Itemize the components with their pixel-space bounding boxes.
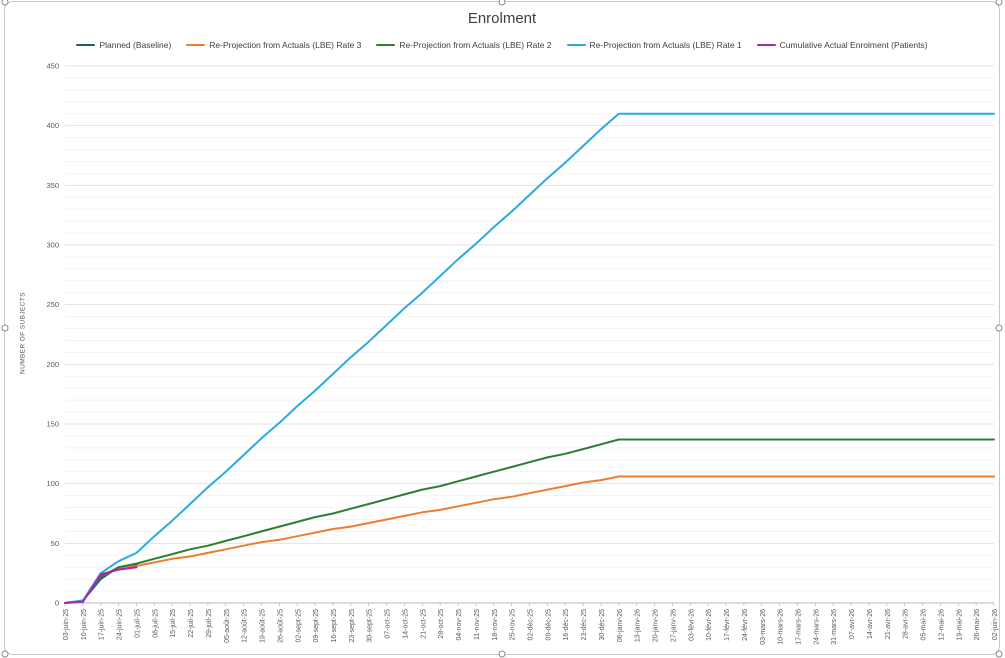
resize-handle-middle-left[interactable] xyxy=(1,324,9,332)
legend-label: Re-Projection from Actuals (LBE) Rate 3 xyxy=(209,40,362,50)
svg-text:100: 100 xyxy=(46,479,59,488)
resize-handle-bottom-middle[interactable] xyxy=(498,650,506,658)
svg-text:50: 50 xyxy=(51,539,59,548)
legend-item-rate3[interactable]: Re-Projection from Actuals (LBE) Rate 3 xyxy=(186,40,361,50)
svg-text:07-oct-25: 07-oct-25 xyxy=(385,609,392,639)
svg-text:300: 300 xyxy=(46,241,59,250)
svg-text:350: 350 xyxy=(46,181,59,190)
svg-text:25-nov-25: 25-nov-25 xyxy=(510,609,517,641)
svg-text:13-janv-26: 13-janv-26 xyxy=(635,609,642,642)
legend-item-actual[interactable]: Cumulative Actual Enrolment (Patients) xyxy=(756,40,928,50)
svg-text:10-juin-25: 10-juin-25 xyxy=(81,609,88,640)
svg-text:250: 250 xyxy=(46,300,59,309)
enrolment-line-chart[interactable]: 0 50 100 150 200 250 300 350 400 450 03-juin-25 10-… xyxy=(5,2,1001,656)
resize-handle-top-middle[interactable] xyxy=(498,0,506,6)
chart-legend: Planned (Baseline) Re-Projection from Ac… xyxy=(5,40,999,50)
svg-text:06-janv-26: 06-janv-26 xyxy=(617,609,624,642)
svg-text:07-avr-26: 07-avr-26 xyxy=(849,609,856,639)
svg-text:03-mars-26: 03-mars-26 xyxy=(760,609,767,645)
svg-text:05-mai-26: 05-mai-26 xyxy=(921,609,928,641)
resize-handle-top-left[interactable] xyxy=(1,0,9,6)
legend-label: Re-Projection from Actuals (LBE) Rate 2 xyxy=(399,40,552,50)
legend-line-swatch xyxy=(376,43,396,47)
svg-text:21-avr-26: 21-avr-26 xyxy=(885,609,892,639)
legend-label: Planned (Baseline) xyxy=(99,40,172,50)
svg-text:01-juil-25: 01-juil-25 xyxy=(134,609,141,638)
svg-text:31-mars-26: 31-mars-26 xyxy=(831,609,838,645)
svg-text:24-févr-26: 24-févr-26 xyxy=(742,609,749,641)
legend-line-swatch xyxy=(186,43,206,47)
svg-text:23-déc-25: 23-déc-25 xyxy=(581,609,588,641)
svg-text:12-mai-26: 12-mai-26 xyxy=(938,609,945,641)
svg-text:30-déc-25: 30-déc-25 xyxy=(599,609,606,641)
svg-text:10-févr-26: 10-févr-26 xyxy=(706,609,713,641)
svg-text:03-févr-26: 03-févr-26 xyxy=(688,609,695,641)
svg-text:04-nov-25: 04-nov-25 xyxy=(456,609,463,641)
svg-text:26-mai-26: 26-mai-26 xyxy=(974,609,981,641)
svg-text:16-déc-25: 16-déc-25 xyxy=(563,609,570,641)
legend-label: Cumulative Actual Enrolment (Patients) xyxy=(779,40,928,50)
svg-text:28-oct-25: 28-oct-25 xyxy=(438,609,445,639)
svg-text:17-févr-26: 17-févr-26 xyxy=(724,609,731,641)
svg-text:09-sept-25: 09-sept-25 xyxy=(313,609,320,643)
svg-text:24-juin-25: 24-juin-25 xyxy=(117,609,124,640)
svg-text:20-janv-26: 20-janv-26 xyxy=(653,609,660,642)
svg-text:02-déc-25: 02-déc-25 xyxy=(528,609,535,641)
svg-text:24-mars-26: 24-mars-26 xyxy=(813,609,820,645)
svg-text:03-juin-25: 03-juin-25 xyxy=(63,609,70,640)
svg-text:26-août-25: 26-août-25 xyxy=(277,609,284,643)
svg-text:28-avr-26: 28-avr-26 xyxy=(903,609,910,639)
chart-title[interactable]: Enrolment xyxy=(467,10,537,27)
svg-text:05-août-25: 05-août-25 xyxy=(224,609,231,643)
svg-text:22-juil-25: 22-juil-25 xyxy=(188,609,195,638)
svg-text:17-juin-25: 17-juin-25 xyxy=(99,609,106,640)
legend-line-swatch xyxy=(566,43,586,47)
svg-text:27-janv-26: 27-janv-26 xyxy=(670,609,677,642)
svg-text:15-juil-25: 15-juil-25 xyxy=(170,609,177,638)
svg-text:450: 450 xyxy=(46,62,59,71)
svg-text:150: 150 xyxy=(46,420,59,429)
svg-text:0: 0 xyxy=(55,599,59,608)
resize-handle-bottom-right[interactable] xyxy=(995,650,1003,658)
svg-text:14-avr-26: 14-avr-26 xyxy=(867,609,874,639)
svg-text:08-juil-25: 08-juil-25 xyxy=(152,609,159,638)
svg-text:02-juin-26: 02-juin-26 xyxy=(992,609,999,640)
legend-item-planned[interactable]: Planned (Baseline) xyxy=(76,40,171,50)
svg-text:11-nov-25: 11-nov-25 xyxy=(474,609,481,640)
svg-text:30-sept-25: 30-sept-25 xyxy=(367,609,374,643)
legend-line-swatch xyxy=(756,43,776,47)
legend-line-swatch xyxy=(76,43,96,47)
svg-text:10-mars-26: 10-mars-26 xyxy=(778,609,785,645)
resize-handle-top-right[interactable] xyxy=(995,0,1003,6)
svg-text:21-oct-25: 21-oct-25 xyxy=(420,609,427,639)
legend-item-rate2[interactable]: Re-Projection from Actuals (LBE) Rate 2 xyxy=(376,40,552,50)
svg-text:200: 200 xyxy=(46,360,59,369)
svg-text:16-sept-25: 16-sept-25 xyxy=(331,609,338,643)
svg-text:17-mars-26: 17-mars-26 xyxy=(795,609,802,645)
svg-text:12-août-25: 12-août-25 xyxy=(242,609,249,643)
svg-text:400: 400 xyxy=(46,121,59,130)
svg-text:02-sept-25: 02-sept-25 xyxy=(295,609,302,643)
svg-text:14-oct-25: 14-oct-25 xyxy=(402,609,409,639)
svg-text:19-août-25: 19-août-25 xyxy=(260,609,267,643)
svg-text:09-déc-25: 09-déc-25 xyxy=(545,609,552,641)
resize-handle-bottom-left[interactable] xyxy=(1,650,9,658)
legend-label: Re-Projection from Actuals (LBE) Rate 1 xyxy=(589,40,742,50)
svg-text:23-sept-25: 23-sept-25 xyxy=(349,609,356,643)
legend-item-rate1[interactable]: Re-Projection from Actuals (LBE) Rate 1 xyxy=(566,40,742,50)
svg-text:19-mai-26: 19-mai-26 xyxy=(956,609,963,641)
svg-text:18-nov-25: 18-nov-25 xyxy=(492,609,499,641)
resize-handle-middle-right[interactable] xyxy=(995,324,1003,332)
svg-text:29-juil-25: 29-juil-25 xyxy=(206,609,213,638)
